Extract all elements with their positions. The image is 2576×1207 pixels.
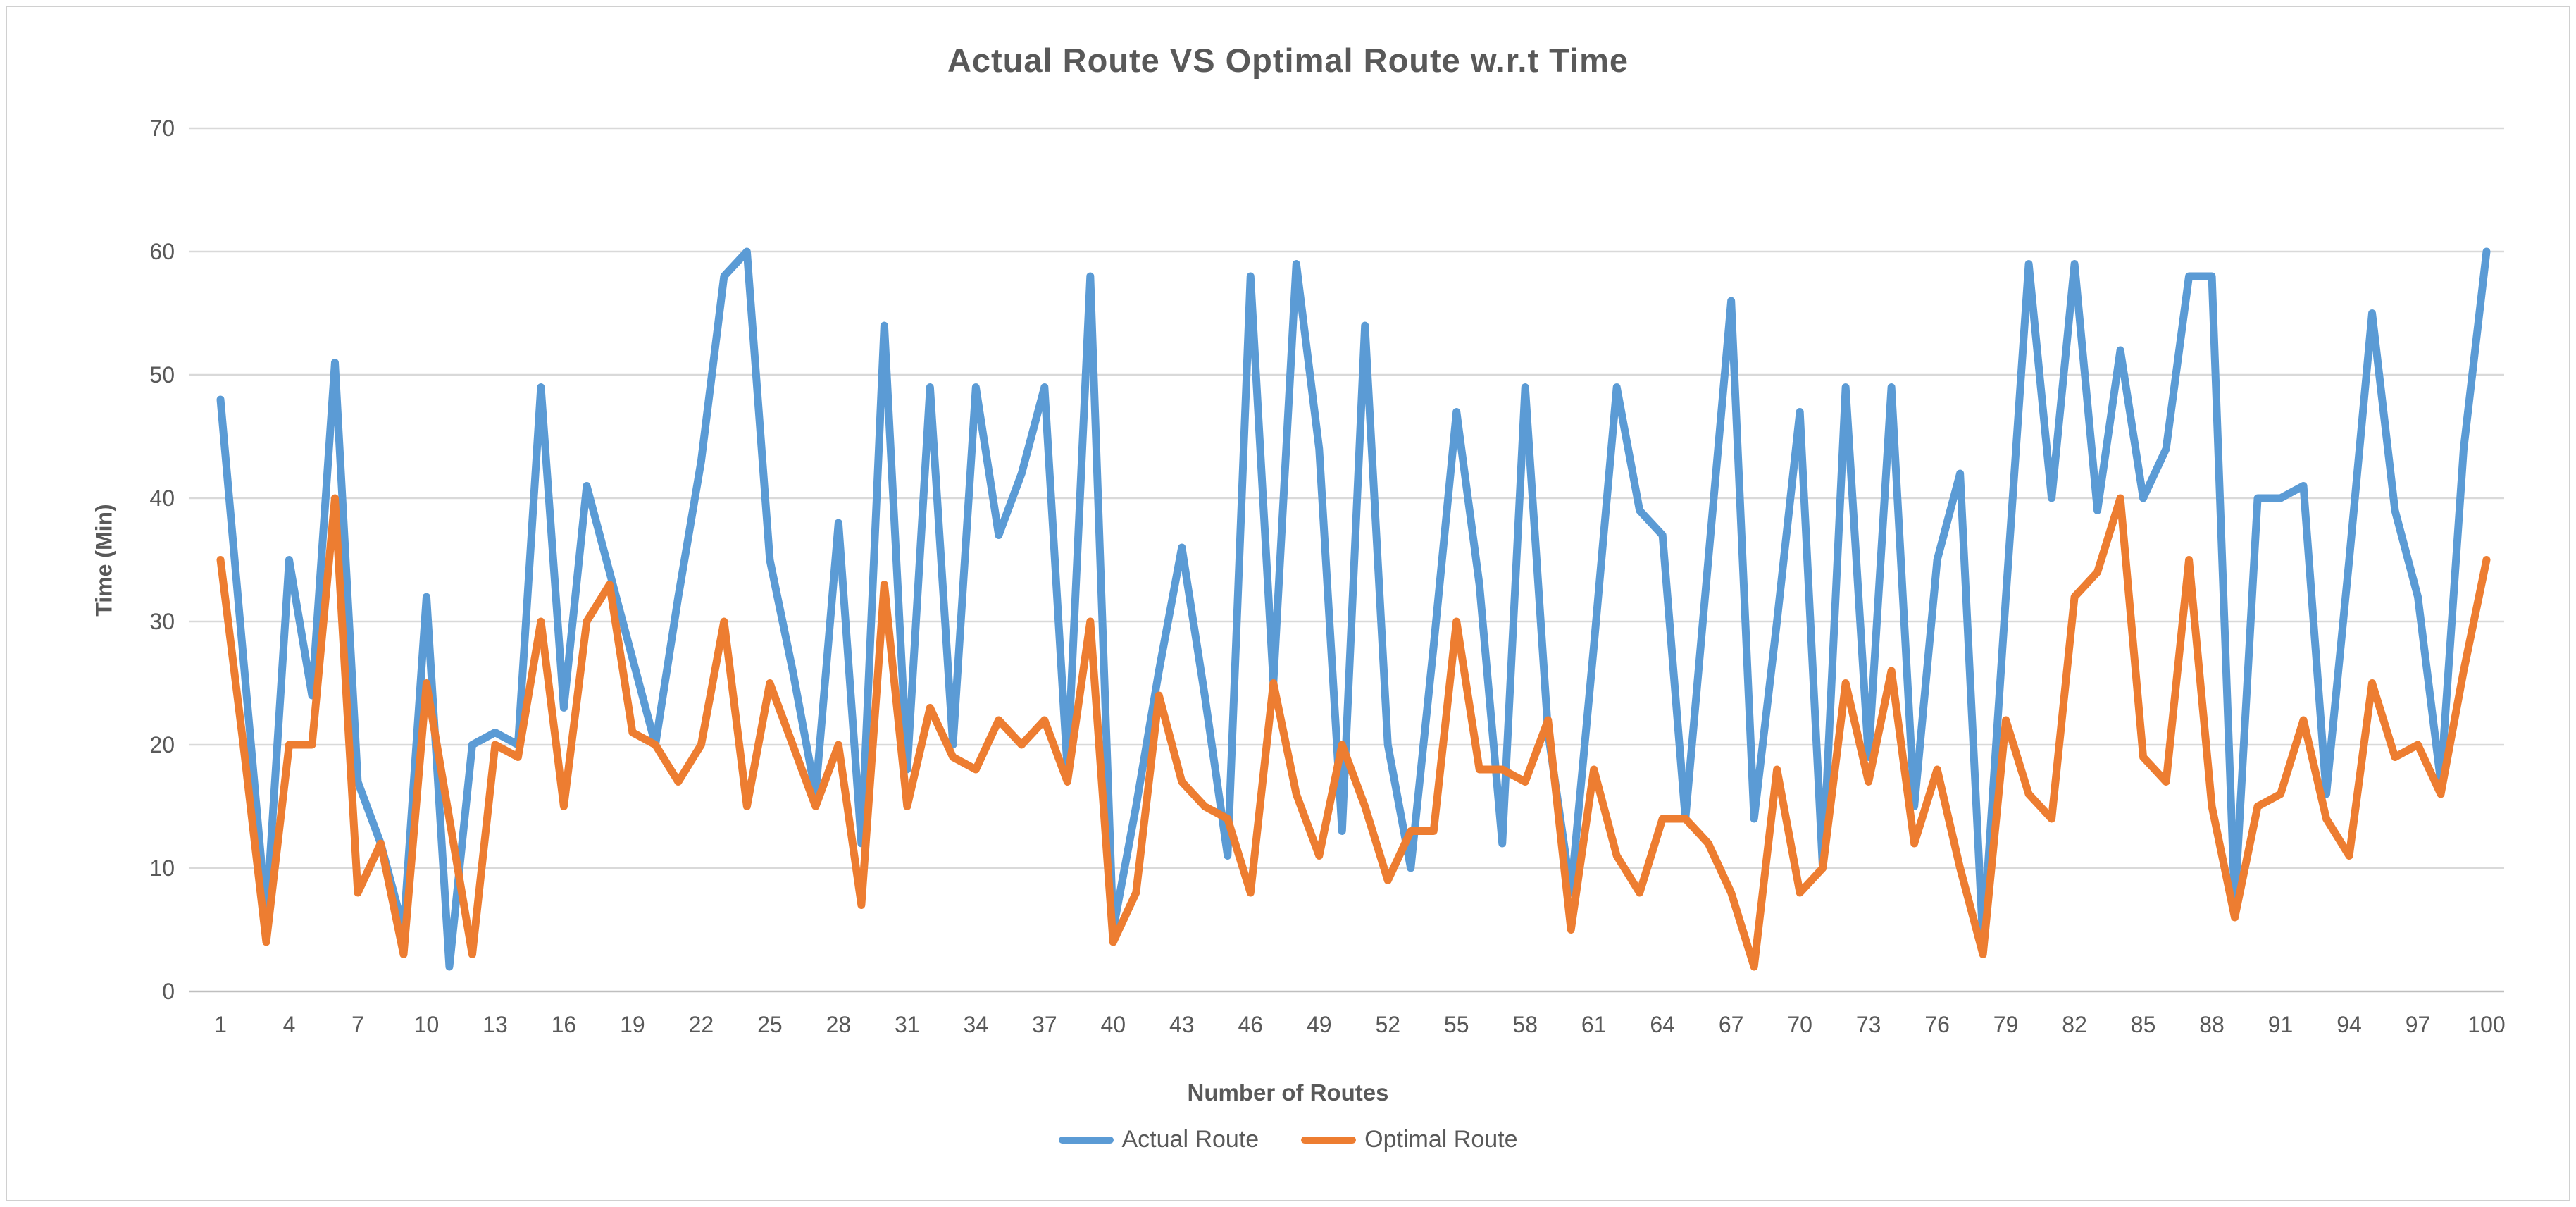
x-tick-label: 34 [964,1012,989,1037]
y-tick-label: 0 [162,979,175,1004]
x-tick-label: 70 [1787,1012,1812,1037]
legend-swatch-actual-route [1058,1136,1114,1144]
x-tick-label: 91 [2268,1012,2294,1037]
series-line-actual-route [216,247,2491,971]
x-tick-label: 67 [1719,1012,1744,1037]
x-tick-label: 25 [757,1012,783,1037]
legend-item-actual-route: Actual Route [1058,1126,1259,1153]
x-tick-label: 61 [1581,1012,1607,1037]
series-line-optimal-route [216,494,2491,971]
x-tick-label: 52 [1375,1012,1400,1037]
x-tick-label: 13 [483,1012,508,1037]
x-tick-label: 37 [1032,1012,1057,1037]
x-tick-label: 40 [1101,1012,1126,1037]
x-tick-label: 100 [2468,1012,2505,1037]
y-tick-label: 50 [149,362,175,388]
x-tick-label: 85 [2131,1012,2156,1037]
chart-frame [6,6,2570,1201]
x-tick-label: 4 [283,1012,296,1037]
x-tick-label: 22 [689,1012,714,1037]
legend-item-optimal-route: Optimal Route [1301,1126,1518,1153]
x-tick-label: 76 [1924,1012,1950,1037]
x-tick-label: 7 [351,1012,364,1037]
x-tick-label: 10 [414,1012,440,1037]
legend-swatch-optimal-route [1301,1136,1357,1144]
legend-label-actual-route: Actual Route [1121,1126,1259,1153]
chart-title: Actual Route VS Optimal Route w.r.t Time [947,42,1629,79]
x-tick-label: 58 [1512,1012,1538,1037]
x-tick-label: 28 [826,1012,852,1037]
y-tick-label: 70 [149,116,175,141]
y-axis-title: Time (Min) [91,504,117,617]
y-tick-label: 40 [149,485,175,511]
x-tick-label: 55 [1444,1012,1469,1037]
y-tick-label: 30 [149,609,175,634]
x-tick-label: 31 [895,1012,920,1037]
x-tick-label: 94 [2337,1012,2362,1037]
x-tick-label: 88 [2199,1012,2225,1037]
legend: Actual Route Optimal Route [0,1126,2576,1153]
x-tick-label: 1 [214,1012,227,1037]
y-tick-label: 20 [149,732,175,757]
x-tick-label: 82 [2062,1012,2087,1037]
x-tick-label: 64 [1650,1012,1675,1037]
x-tick-label: 79 [1993,1012,2019,1037]
x-tick-label: 43 [1169,1012,1195,1037]
x-tick-label: 97 [2406,1012,2431,1037]
x-axis-title: Number of Routes [1187,1079,1389,1106]
legend-label-optimal-route: Optimal Route [1364,1126,1518,1153]
x-tick-label: 73 [1856,1012,1881,1037]
x-tick-label: 19 [620,1012,645,1037]
x-tick-label: 16 [552,1012,577,1037]
y-tick-label: 10 [149,855,175,881]
y-tick-label: 60 [149,239,175,264]
x-tick-label: 49 [1307,1012,1332,1037]
x-tick-label: 46 [1238,1012,1263,1037]
